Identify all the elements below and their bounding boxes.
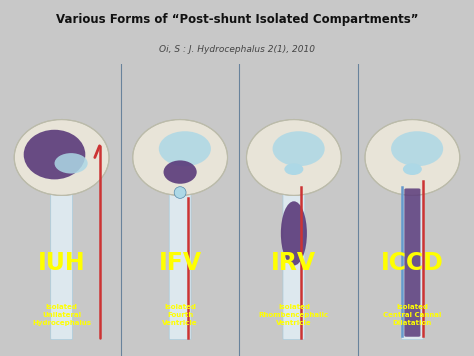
FancyBboxPatch shape (51, 185, 73, 340)
Text: IRV: IRV (271, 251, 317, 274)
Ellipse shape (273, 131, 325, 166)
Ellipse shape (284, 163, 303, 175)
Ellipse shape (164, 161, 197, 184)
Ellipse shape (133, 120, 228, 195)
Text: IFV: IFV (159, 251, 201, 274)
FancyBboxPatch shape (169, 185, 191, 340)
Ellipse shape (365, 120, 460, 195)
Ellipse shape (24, 130, 85, 179)
Text: ICCD: ICCD (381, 251, 444, 274)
Ellipse shape (14, 120, 109, 195)
Ellipse shape (403, 163, 422, 175)
Text: Isolated
Fourth
Ventricle: Isolated Fourth Ventricle (162, 304, 198, 326)
Ellipse shape (55, 153, 88, 174)
Ellipse shape (174, 187, 186, 198)
Text: IUH: IUH (38, 251, 85, 274)
Text: Isolated
Central Cannal
Dilatation: Isolated Central Cannal Dilatation (383, 304, 442, 326)
Ellipse shape (159, 131, 211, 166)
Text: Isolated
Rhombencephalic
Ventricle: Isolated Rhombencephalic Ventricle (259, 304, 329, 326)
Text: Various Forms of “Post-shunt Isolated Compartments”: Various Forms of “Post-shunt Isolated Co… (56, 13, 418, 26)
FancyBboxPatch shape (401, 185, 423, 340)
Ellipse shape (246, 120, 341, 195)
FancyBboxPatch shape (283, 185, 305, 340)
Text: Oi, S : J. Hydrocephalus 2(1), 2010: Oi, S : J. Hydrocephalus 2(1), 2010 (159, 46, 315, 54)
Text: Isolated
Unilateral
Hydrocephalus: Isolated Unilateral Hydrocephalus (32, 304, 91, 326)
Ellipse shape (391, 131, 443, 166)
FancyBboxPatch shape (404, 188, 420, 337)
Ellipse shape (281, 201, 307, 266)
